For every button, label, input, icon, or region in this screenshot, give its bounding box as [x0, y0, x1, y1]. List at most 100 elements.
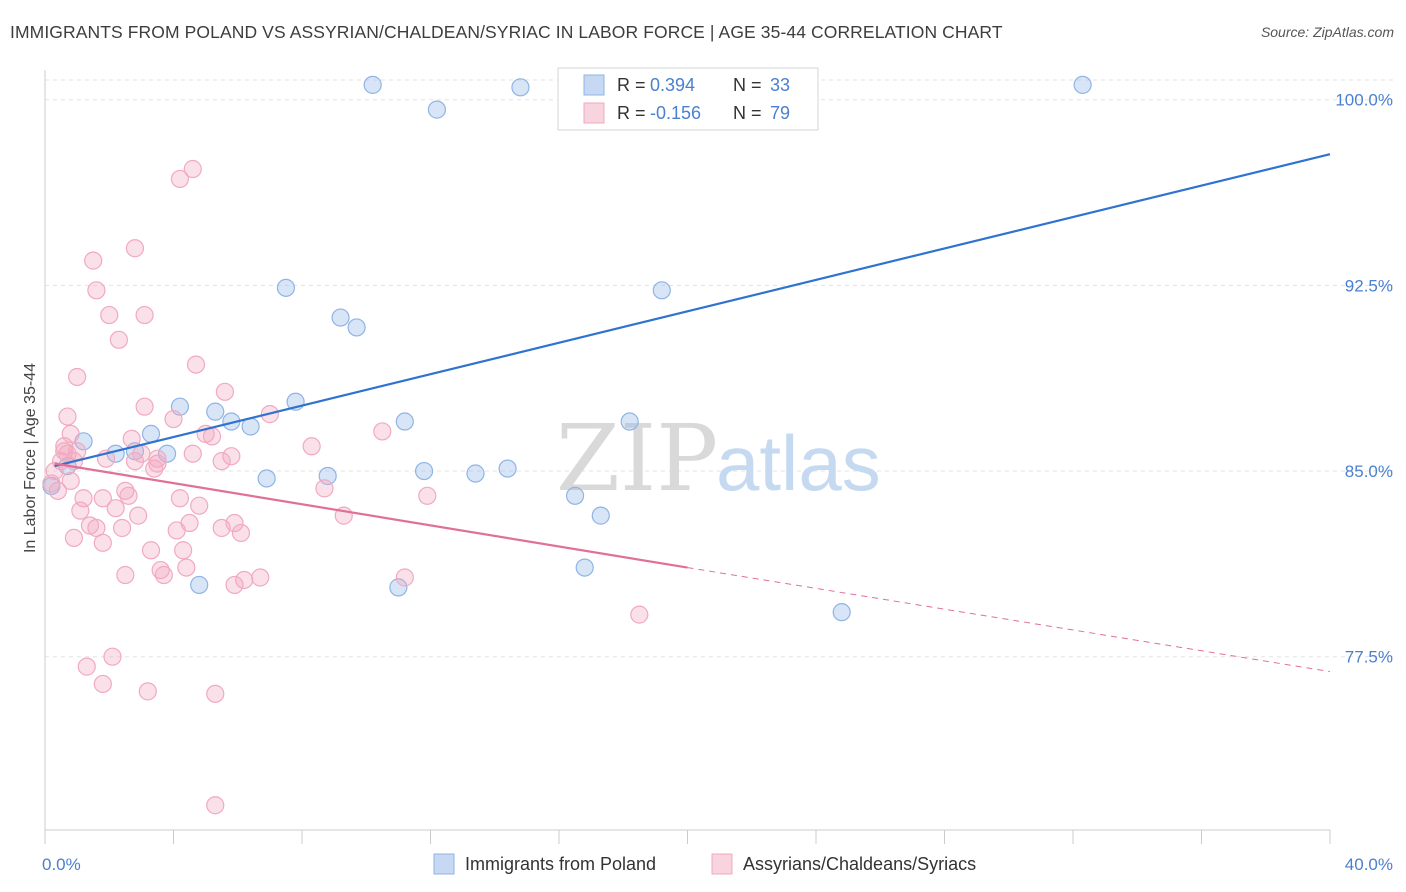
bottom-legend-swatch	[433, 853, 455, 875]
legend-n-label: N =	[733, 75, 762, 95]
assyrian-point	[174, 541, 193, 560]
y-tick-label: 85.0%	[1345, 462, 1393, 481]
assyrian-point	[116, 565, 135, 585]
legend-n-value: 33	[770, 75, 790, 95]
data-points	[42, 75, 1092, 815]
poland-point	[575, 558, 594, 577]
assyrian-point	[61, 424, 80, 444]
legend-swatch	[583, 74, 605, 96]
poland-point	[347, 318, 366, 337]
poland-point	[389, 578, 408, 597]
assyrian-point	[190, 496, 209, 515]
watermark: ZIP atlas	[556, 405, 881, 512]
assyrian-point	[170, 169, 190, 189]
x-tick-label: 0.0%	[42, 855, 81, 874]
bottom-legend-label: Assyrians/Chaldeans/Syriacs	[743, 854, 976, 874]
y-tick-label: 77.5%	[1345, 648, 1393, 667]
poland-point	[257, 469, 276, 488]
assyrian-point	[68, 442, 87, 461]
trendlines	[54, 153, 1331, 673]
assyrian-point	[100, 305, 119, 325]
assyrian-point	[64, 528, 84, 547]
assyrian-point	[151, 560, 170, 580]
poland-point	[206, 402, 225, 421]
y-tick-label: 100.0%	[1335, 91, 1393, 110]
poland-point	[591, 506, 610, 525]
gridlines	[45, 79, 1395, 658]
assyrian-point	[164, 409, 183, 429]
assyrian-point	[48, 481, 67, 500]
poland-point	[466, 464, 485, 483]
assyrian-point	[74, 489, 93, 508]
assyrian-point	[45, 461, 64, 481]
assyrian-point	[93, 674, 112, 694]
assyrian-point	[212, 452, 231, 471]
x-tick-label: 40.0%	[1345, 855, 1393, 874]
assyrian-point	[186, 355, 206, 374]
assyrian-point	[225, 575, 244, 595]
assyrian-point	[145, 459, 164, 478]
legend-r-value: 0.394	[650, 75, 695, 95]
assyrian-point	[58, 407, 77, 426]
assyrian-point	[206, 796, 225, 815]
assyrian-point	[315, 479, 334, 498]
poland-point	[832, 603, 851, 622]
poland-point	[276, 278, 296, 297]
poland-point	[363, 75, 382, 94]
assyrian-point	[148, 454, 167, 473]
assyrian-point	[135, 305, 154, 325]
poland-point	[427, 100, 447, 119]
assyrian-point	[103, 647, 122, 666]
legend-r-label: R =	[617, 75, 646, 95]
assyrian-point	[183, 159, 202, 179]
assyrian-point	[68, 367, 87, 387]
assyrian-trendline	[54, 462, 688, 569]
poland-point	[141, 424, 161, 444]
assyrian-point	[132, 444, 151, 463]
poland-point	[498, 459, 517, 478]
chart-title: IMMIGRANTS FROM POLAND VS ASSYRIAN/CHALD…	[10, 22, 1003, 42]
assyrian-point	[119, 486, 138, 505]
poland-point	[331, 308, 350, 327]
assyrian-point	[206, 684, 225, 703]
poland-point	[190, 575, 209, 595]
assyrian-point	[222, 447, 241, 466]
legend-n-value: 79	[770, 103, 790, 123]
assyrian-point	[84, 251, 103, 270]
legend-swatch	[583, 102, 605, 124]
legend-n-label: N =	[733, 103, 762, 123]
bottom-legend: Immigrants from Poland Assyrians/Chaldean…	[433, 853, 976, 875]
assyrian-point	[109, 330, 128, 349]
assyrian-point	[215, 382, 234, 401]
assyrian-point	[87, 281, 106, 300]
assyrian-point	[302, 437, 321, 456]
assyrian-point	[129, 506, 148, 525]
assyrian-point	[225, 513, 244, 533]
assyrian-point	[630, 605, 649, 624]
axes	[44, 70, 1331, 844]
y-tick-labels: 100.0% 92.5% 85.0% 77.5%	[1335, 91, 1393, 667]
assyrian-trendline	[687, 567, 1331, 673]
watermark-atlas: atlas	[716, 419, 881, 507]
bottom-legend-label: Immigrants from Poland	[465, 854, 656, 874]
assyrian-point	[170, 489, 190, 508]
source-credit: Source: ZipAtlas.com	[1260, 24, 1394, 40]
poland-point	[1073, 75, 1092, 94]
poland-point	[565, 486, 585, 505]
assyrian-point	[231, 523, 251, 543]
legend-box: R = 0.394 N = 33 R = -0.156 N = 79	[557, 67, 819, 131]
legend-r-label: R =	[617, 103, 646, 123]
y-axis-label: In Labor Force | Age 35-44	[22, 363, 39, 553]
assyrian-point	[135, 397, 154, 416]
assyrian-point	[112, 518, 132, 538]
poland-point	[652, 281, 671, 300]
assyrian-point	[418, 486, 437, 505]
poland-point	[511, 78, 530, 97]
bottom-legend-swatch	[711, 853, 733, 875]
assyrian-point	[61, 471, 80, 491]
assyrian-point	[177, 558, 196, 577]
assyrian-point	[125, 239, 145, 258]
assyrian-point	[141, 541, 161, 560]
assyrian-point	[93, 489, 112, 508]
